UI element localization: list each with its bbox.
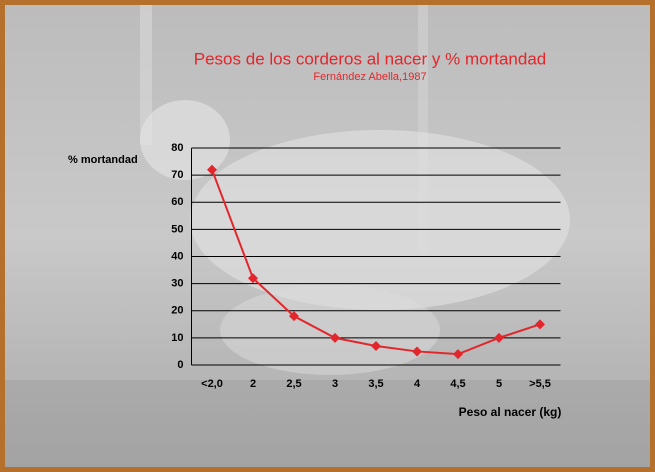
grass (5, 380, 650, 467)
sheep-shape (190, 130, 570, 310)
slide: Pesos de los corderos al nacer y % morta… (0, 0, 655, 472)
x-tick-label: <2,0 (201, 378, 223, 390)
x-tick-label: >5,5 (529, 378, 551, 390)
y-tick-label: 50 (171, 223, 183, 235)
y-tick-label: 20 (171, 305, 183, 317)
y-axis-label: % mortandad (68, 154, 138, 166)
y-tick-label: 60 (171, 196, 183, 208)
x-tick-label: 3,5 (368, 378, 383, 390)
chart-title: Pesos de los corderos al nacer y % morta… (194, 49, 546, 68)
sheep-head (140, 100, 230, 180)
y-tick-label: 10 (171, 332, 183, 344)
y-tick-label: 40 (171, 250, 183, 262)
x-tick-label: 4 (414, 378, 421, 390)
y-tick-label: 0 (177, 359, 183, 371)
x-axis-label: Peso al nacer (kg) (459, 405, 562, 419)
y-tick-label: 30 (171, 278, 183, 290)
chart-subtitle: Fernández Abella,1987 (313, 71, 426, 83)
lamb-shape (220, 285, 440, 375)
x-tick-label: 2,5 (286, 378, 301, 390)
x-tick-label: 3 (332, 378, 338, 390)
x-tick-label: 4,5 (450, 378, 465, 390)
y-tick-label: 80 (171, 142, 183, 154)
x-tick-label: 2 (250, 378, 256, 390)
x-tick-label: 5 (496, 378, 502, 390)
y-tick-label: 70 (171, 169, 183, 181)
